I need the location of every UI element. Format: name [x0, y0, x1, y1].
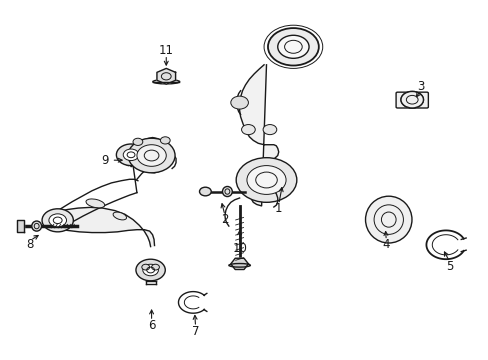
Circle shape — [142, 264, 158, 276]
Polygon shape — [239, 65, 279, 206]
Circle shape — [123, 149, 139, 161]
Circle shape — [142, 264, 149, 270]
Circle shape — [230, 96, 248, 109]
Circle shape — [42, 209, 73, 232]
FancyBboxPatch shape — [395, 92, 427, 108]
Ellipse shape — [86, 199, 104, 208]
Text: 2: 2 — [221, 213, 228, 226]
Polygon shape — [230, 258, 248, 270]
Text: 3: 3 — [416, 80, 424, 93]
Polygon shape — [157, 68, 175, 84]
Circle shape — [241, 125, 255, 135]
Text: 1: 1 — [274, 202, 282, 215]
Text: 4: 4 — [382, 238, 389, 251]
Ellipse shape — [113, 212, 126, 220]
Text: 9: 9 — [101, 154, 109, 167]
Text: 7: 7 — [191, 325, 199, 338]
Polygon shape — [17, 220, 24, 232]
Circle shape — [137, 145, 166, 166]
Text: 11: 11 — [159, 44, 173, 57]
Circle shape — [267, 28, 318, 66]
Ellipse shape — [137, 266, 163, 274]
Ellipse shape — [222, 186, 232, 197]
Polygon shape — [58, 207, 154, 247]
Circle shape — [263, 125, 276, 135]
Ellipse shape — [228, 264, 250, 267]
Circle shape — [136, 259, 165, 281]
Circle shape — [49, 214, 66, 227]
Text: 8: 8 — [26, 238, 34, 251]
Circle shape — [236, 158, 296, 202]
Circle shape — [199, 187, 211, 196]
Circle shape — [400, 91, 423, 108]
Ellipse shape — [153, 80, 180, 84]
Text: 10: 10 — [232, 242, 246, 255]
Text: 6: 6 — [147, 319, 155, 332]
Circle shape — [151, 264, 159, 270]
Circle shape — [116, 144, 145, 166]
Ellipse shape — [365, 196, 411, 243]
Polygon shape — [131, 138, 171, 173]
Circle shape — [246, 166, 285, 194]
Ellipse shape — [32, 221, 41, 231]
Circle shape — [160, 137, 170, 144]
Text: 5: 5 — [445, 260, 453, 273]
Circle shape — [277, 35, 308, 58]
Circle shape — [128, 138, 175, 173]
Circle shape — [400, 91, 423, 108]
Circle shape — [133, 138, 142, 145]
